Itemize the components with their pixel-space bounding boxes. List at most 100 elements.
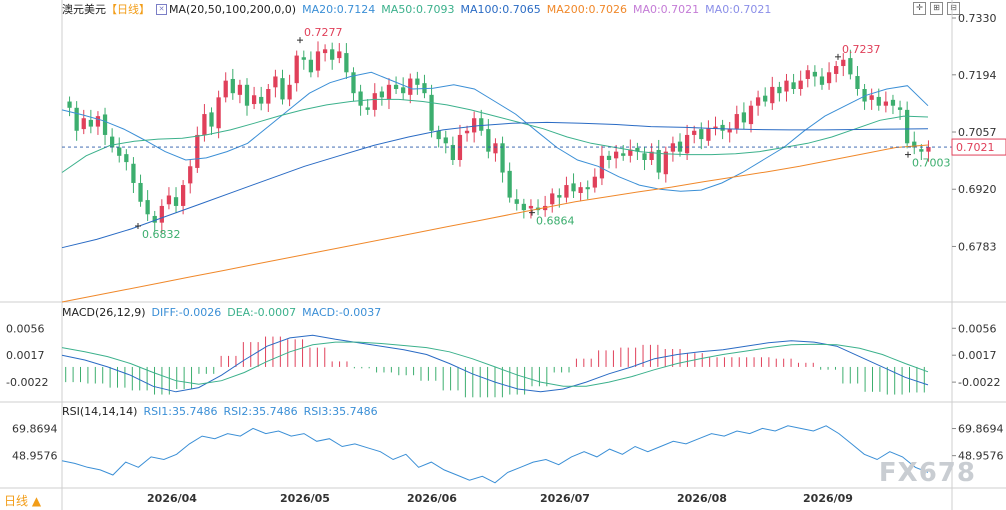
candle-body	[166, 195, 172, 205]
macd-tick-label: -0.0022	[958, 376, 1000, 389]
candle-body	[826, 72, 832, 84]
candle-body	[642, 153, 647, 160]
candle-body	[692, 130, 697, 135]
candle-body	[677, 141, 683, 152]
toolbar: ✛ ⊞ ⊟	[913, 2, 960, 15]
candle-body	[557, 195, 562, 198]
period-switch-button[interactable]: 日线 ▲	[4, 494, 42, 508]
price-tick-label: 0.6920	[958, 183, 997, 196]
crosshair-icon[interactable]: ✛	[913, 2, 926, 15]
candle-body	[670, 143, 676, 152]
candle-body	[578, 187, 583, 193]
candle-body	[613, 151, 619, 159]
candle-body	[890, 99, 896, 106]
ma0-value-b: MA0:0.7021	[705, 2, 772, 16]
macd-diff: DIFF:-0.0026	[151, 306, 222, 319]
candle-body	[521, 203, 526, 211]
candle-body	[138, 182, 143, 202]
candle-body	[628, 149, 633, 156]
rsi-tick-label-left: 48.9576	[12, 450, 58, 463]
candle-body	[145, 200, 150, 215]
candle-body	[621, 153, 626, 156]
candle-body	[102, 114, 108, 135]
ma50-value: MA50:0.7093	[381, 2, 455, 16]
candle-body	[195, 134, 200, 168]
ma-line-ma100	[61, 121, 929, 249]
candle-body	[713, 126, 718, 129]
candle-body	[358, 91, 363, 106]
price-panel: 0.7330 0.7194 0.7057 0.6920 0.6783 0.7021 0.68…	[61, 12, 1006, 303]
candle-body	[500, 143, 505, 173]
macd-dea: DEA:-0.0007	[227, 306, 297, 319]
candle-body	[926, 147, 931, 152]
candle-body	[273, 76, 278, 88]
candle-body	[74, 107, 79, 131]
candle-body	[308, 59, 314, 73]
candles	[67, 41, 931, 233]
candle-body	[585, 187, 590, 190]
macd-tick-label: 0.0017	[958, 349, 997, 362]
candle-body	[599, 155, 605, 179]
candle-body	[401, 87, 406, 94]
candle-body	[912, 141, 917, 148]
candle-body	[408, 78, 413, 95]
candle-body	[699, 129, 704, 140]
candle-body	[464, 130, 470, 134]
candle-body	[812, 71, 818, 77]
candle-body	[528, 205, 534, 209]
candle-body	[848, 58, 853, 75]
macd-tick-label-left: -0.0022	[6, 376, 48, 389]
symbol-title: 澳元美元	[62, 3, 106, 16]
candle-body	[734, 114, 739, 129]
period-tag: 【日线】	[106, 3, 150, 16]
rsi-panel: 69.8694 69.8694 48.9576 48.9576	[12, 423, 1004, 484]
zoom-in-icon[interactable]: ⊞	[930, 2, 943, 15]
ma-line-ma50	[61, 98, 929, 173]
rsi-line	[61, 425, 929, 484]
time-tick-label: 2026/05	[280, 492, 330, 505]
candle-body	[223, 80, 228, 98]
rsi3-value: RSI3:35.7486	[303, 405, 378, 418]
ma-line-ma200	[61, 144, 929, 303]
candle-body	[741, 112, 747, 123]
candle-body	[784, 80, 789, 92]
candle-body	[131, 163, 136, 183]
candle-body	[88, 119, 93, 127]
rsi-tick-label-left: 69.8694	[12, 423, 58, 436]
ma200-value: MA200:0.7026	[546, 2, 627, 16]
price-tick-label: 0.6783	[958, 240, 997, 253]
macd-tick-label: 0.0056	[958, 322, 997, 335]
candle-body	[152, 215, 157, 223]
candle-body	[372, 93, 377, 110]
time-tick-label: 2026/09	[803, 492, 853, 505]
candle-body	[777, 86, 782, 94]
candle-body	[330, 49, 335, 60]
macd-value: MACD:-0.0037	[302, 306, 382, 319]
candle-body	[443, 137, 448, 144]
candle-body	[514, 199, 519, 204]
candle-body	[472, 118, 477, 133]
candle-body	[287, 84, 292, 100]
candle-body	[720, 124, 725, 131]
ma-toggle-icon[interactable]: ✕	[156, 3, 167, 15]
candle-body	[834, 66, 839, 74]
candle-body	[507, 170, 512, 198]
zoom-out-icon[interactable]: ⊟	[947, 2, 960, 15]
rsi-panel-header: RSI(14,14,14) RSI1:35.7486 RSI2:35.7486 …	[62, 405, 378, 418]
candle-body	[429, 94, 434, 131]
candle-body	[209, 112, 214, 127]
annotation-label: 0.7277	[304, 26, 343, 39]
macd-panel-header: MACD(26,12,9) DIFF:-0.0026 DEA:-0.0007 M…	[62, 306, 381, 319]
macd-line-dea	[61, 341, 929, 387]
candle-body	[344, 53, 349, 73]
candle-body	[748, 105, 754, 125]
candle-body	[706, 128, 711, 141]
candle-body	[124, 154, 129, 163]
candle-body	[280, 78, 285, 100]
candle-body	[117, 147, 122, 156]
candle-body	[791, 82, 796, 89]
candle-body	[450, 144, 455, 160]
candle-body	[727, 128, 732, 133]
